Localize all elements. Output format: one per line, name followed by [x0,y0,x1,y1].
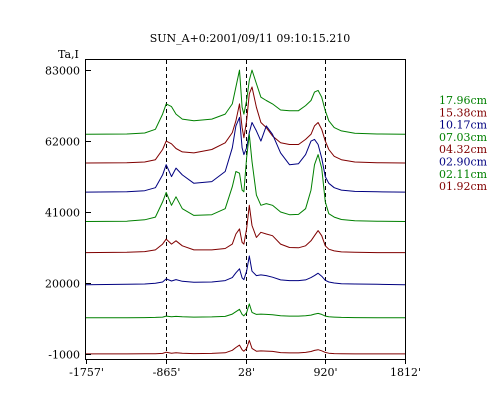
series-line-5 [85,255,406,286]
x-tick-label-4: 1812' [390,366,421,379]
series-line-3 [85,133,406,222]
y-tick-label-3: 20000 [45,278,80,291]
legend: 17.96cm15.38cm10.17cm07.03cm04.32cm02.90… [439,94,488,193]
x-tick-label-1: -865' [153,366,181,379]
legend-label-5: 02.90cm [439,156,488,169]
y-axis-label: Ta,I [58,48,79,61]
x-tick-label-0: -1757' [69,366,104,379]
x-axis-ticks: -1757' -865' 28' 920' 1812' [69,359,421,379]
legend-label-2: 10.17cm [439,119,488,132]
legend-label-3: 07.03cm [439,131,488,144]
x-tick-label-3: 920' [313,366,337,379]
y-axis-ticks: 83000 62000 41000 20000 -1000 [45,65,91,362]
legend-label-6: 02.11cm [439,168,488,181]
y-tick-label-1: 62000 [45,136,80,149]
legend-label-4: 04.32cm [439,143,488,156]
legend-label-1: 15.38cm [439,106,488,119]
x-tick-label-2: 28' [238,366,255,379]
series-line-4 [85,204,405,254]
legend-label-7: 01.92cm [439,180,488,193]
series-line-1 [85,86,406,164]
series-line-2 [85,116,406,193]
y-tick-label-0: 83000 [45,65,80,78]
y-tick-label-4: -1000 [48,349,80,362]
plot-frame [85,59,406,360]
series-line-6 [85,303,406,319]
series-line-0 [85,69,406,135]
series-line-7 [86,339,405,355]
chart-title: SUN_A+0:2001/09/11 09:10:15.210 [150,32,351,45]
series-group [85,69,406,355]
legend-label-0: 17.96cm [439,94,488,107]
y-tick-label-2: 41000 [45,207,80,220]
